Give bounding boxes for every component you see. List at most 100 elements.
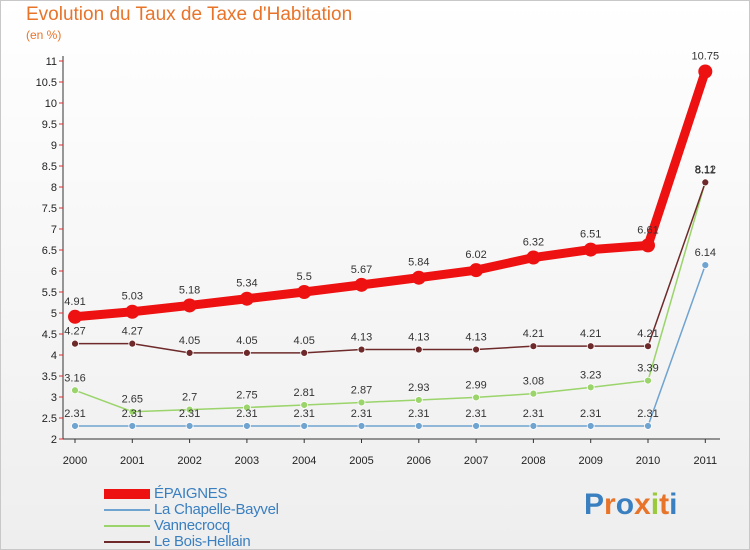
data-label: 3.16	[64, 372, 85, 384]
data-label: 2.31	[580, 408, 601, 420]
data-label: 4.27	[64, 326, 85, 338]
data-point	[529, 342, 538, 351]
data-label: 4.21	[523, 328, 544, 340]
data-label: 8.11	[695, 164, 716, 176]
data-point	[300, 401, 309, 409]
data-point	[242, 422, 251, 430]
data-point	[701, 261, 710, 270]
data-label: 2.65	[122, 394, 143, 406]
data-label: 2.31	[236, 408, 257, 420]
data-label: 3.39	[637, 363, 658, 375]
legend-label: ÉPAIGNES	[154, 485, 228, 502]
data-point	[411, 270, 426, 285]
legend-swatch	[104, 509, 150, 511]
y-tick-label: 2	[51, 434, 57, 446]
data-label: 6.14	[695, 247, 716, 259]
data-label: 2.31	[523, 408, 544, 420]
data-label: 5.18	[179, 284, 200, 296]
data-point	[586, 383, 595, 392]
data-point	[357, 422, 366, 430]
x-tick-label: 2011	[693, 455, 717, 467]
data-point	[644, 376, 652, 385]
data-point	[242, 348, 251, 357]
data-label: 2.31	[122, 408, 143, 420]
x-tick-label: 2008	[521, 455, 545, 467]
y-tick-label: 10.5	[36, 77, 57, 89]
x-tick-label: 2009	[578, 455, 602, 467]
x-tick-label: 2006	[407, 455, 431, 467]
y-tick-label: 4.5	[42, 329, 57, 341]
data-point	[71, 386, 79, 395]
legend-label: Vannecrocq	[154, 517, 230, 534]
y-tick-label: 6	[51, 266, 57, 278]
data-label: 4.13	[351, 332, 372, 344]
data-point	[185, 405, 194, 414]
data-label: 5.84	[408, 257, 429, 269]
y-tick-label: 9.5	[42, 119, 57, 131]
data-label: 4.05	[236, 335, 257, 347]
data-point	[698, 64, 713, 79]
x-tick-label: 2010	[636, 455, 660, 467]
data-label: 2.7	[182, 392, 197, 404]
data-label: 2.31	[179, 408, 200, 420]
legend-swatch	[104, 489, 150, 499]
data-point	[414, 422, 423, 430]
chart-unit-label: (en %)	[26, 28, 62, 42]
data-point	[472, 345, 481, 354]
data-label: 5.34	[236, 278, 257, 290]
y-tick-label: 9	[51, 140, 57, 152]
data-label: 4.91	[64, 296, 85, 308]
data-point	[185, 348, 194, 357]
data-label: 2.81	[293, 387, 314, 399]
data-label: 4.05	[293, 335, 314, 347]
data-point	[414, 396, 423, 404]
legend-label: Le Bois-Hellain	[154, 533, 251, 550]
data-label: 5.03	[122, 291, 143, 303]
data-label: 3.23	[580, 369, 601, 381]
data-label: 5.5	[297, 271, 312, 283]
data-label: 2.31	[64, 408, 85, 420]
data-label: 4.21	[580, 328, 601, 340]
data-point	[641, 238, 655, 253]
y-tick-label: 7.5	[42, 203, 57, 215]
y-tick-label: 3.5	[42, 371, 57, 383]
data-label: 2.93	[408, 382, 429, 394]
data-point	[357, 398, 366, 407]
data-label: 6.51	[580, 229, 601, 241]
data-point	[586, 422, 595, 430]
data-point	[644, 342, 652, 351]
data-label: 4.27	[122, 326, 143, 338]
data-point	[469, 263, 484, 278]
series-line-1	[74, 264, 707, 427]
x-tick-label: 2001	[120, 455, 144, 467]
data-point	[357, 345, 366, 354]
data-label: 4.21	[637, 328, 658, 340]
data-point	[583, 242, 598, 257]
data-label: 2.99	[465, 379, 486, 391]
data-label: 3.08	[523, 376, 544, 388]
x-tick-label: 2000	[63, 455, 87, 467]
data-point	[472, 422, 481, 430]
data-point	[71, 422, 79, 430]
series-line-0	[70, 67, 710, 322]
legend-swatch	[104, 525, 150, 527]
data-label: 2.31	[351, 408, 372, 420]
data-point	[529, 422, 538, 430]
data-point	[182, 298, 197, 313]
x-tick-label: 2004	[292, 455, 316, 467]
data-label: 4.13	[465, 332, 486, 344]
y-tick-label: 8.5	[42, 161, 57, 173]
data-point	[586, 342, 595, 351]
data-point	[68, 309, 82, 324]
data-label: 2.31	[293, 408, 314, 420]
data-label: 4.05	[179, 335, 200, 347]
data-point	[526, 250, 541, 265]
y-tick-label: 3	[51, 392, 57, 404]
data-label: 2.87	[351, 384, 372, 396]
data-point	[128, 422, 137, 430]
data-point	[128, 339, 137, 348]
data-point	[701, 178, 710, 187]
data-point	[242, 403, 251, 412]
data-label: 8.12	[695, 164, 716, 176]
